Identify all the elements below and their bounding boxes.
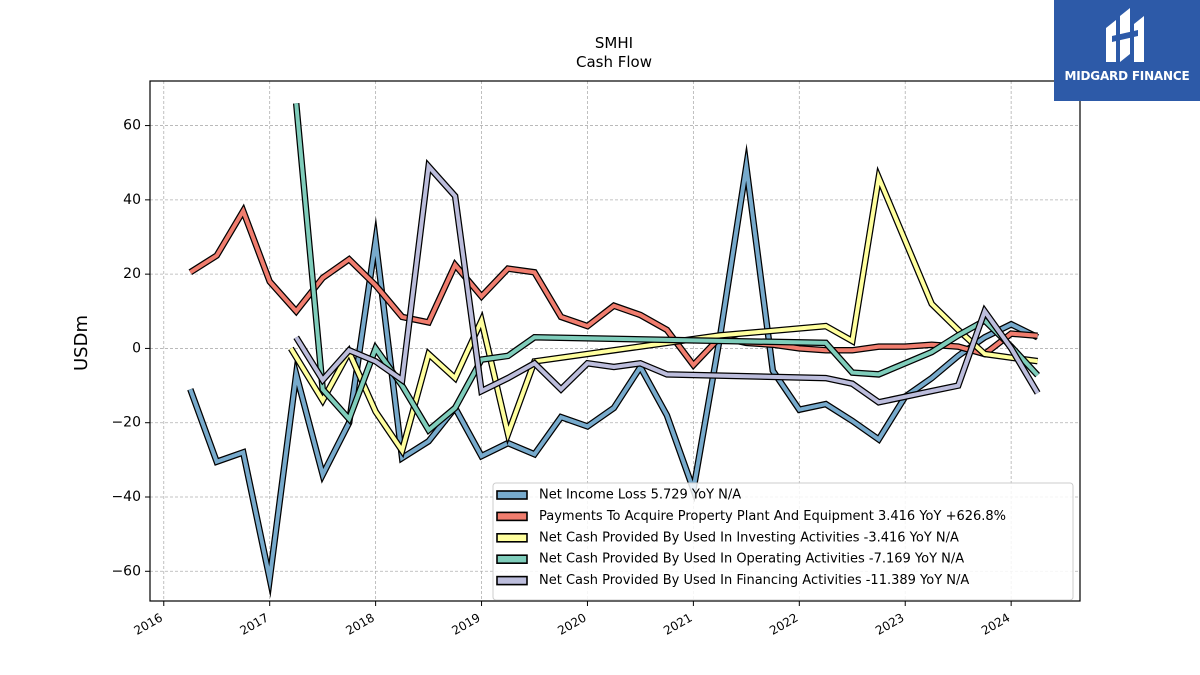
y-tick-label: 0 bbox=[132, 340, 141, 356]
x-tick-label: 2018 bbox=[343, 611, 376, 638]
logo-text: MIDGARD FINANCE bbox=[1064, 69, 1190, 83]
y-tick-label: 60 bbox=[123, 118, 141, 134]
midgard-logo: MIDGARD FINANCE bbox=[1054, 0, 1200, 101]
x-tick-label: 2019 bbox=[449, 611, 482, 638]
y-tick-label: 40 bbox=[123, 192, 141, 208]
midgard-logo-icon bbox=[1106, 8, 1144, 62]
legend-label-2: Net Cash Provided By Used In Investing A… bbox=[539, 530, 959, 545]
series-line-0 bbox=[188, 152, 1039, 591]
legend: Net Income Loss 5.729 YoY N/A Payments To… bbox=[492, 482, 1074, 601]
series-line-4 bbox=[294, 161, 1040, 405]
x-tick-label: 2020 bbox=[555, 611, 588, 638]
series-line-1 bbox=[189, 206, 1038, 369]
x-tick-label: 2022 bbox=[767, 611, 800, 638]
series-layer bbox=[187, 103, 1041, 599]
chart-title: SMHI bbox=[595, 34, 633, 52]
x-tick-label: 2016 bbox=[132, 611, 165, 638]
legend-swatch-1 bbox=[496, 511, 528, 522]
legend-swatch-2 bbox=[496, 532, 528, 543]
legend-label-1: Payments To Acquire Property Plant And E… bbox=[539, 509, 1006, 524]
legend-box bbox=[492, 482, 1074, 601]
legend-label-4: Net Cash Provided By Used In Financing A… bbox=[539, 573, 969, 588]
plot-frame bbox=[149, 80, 1081, 602]
x-tick-label: 2021 bbox=[661, 611, 694, 638]
legend-label-0: Net Income Loss 5.729 YoY N/A bbox=[539, 488, 741, 503]
legend-swatch-3 bbox=[496, 554, 528, 565]
y-axis-label: USDm bbox=[71, 315, 92, 371]
legend-swatch-4 bbox=[496, 575, 528, 586]
legend-label-3: Net Cash Provided By Used In Operating A… bbox=[539, 552, 964, 567]
x-tick-label: 2024 bbox=[979, 611, 1012, 638]
x-tick-label: 2017 bbox=[237, 611, 270, 638]
legend-swatch-0 bbox=[496, 490, 528, 500]
y-tick-label: 20 bbox=[123, 266, 141, 282]
series-line-3 bbox=[294, 103, 1040, 434]
x-tick-label: 2023 bbox=[873, 611, 906, 638]
y-tick-label: −60 bbox=[111, 563, 141, 579]
y-tick-label: −40 bbox=[111, 489, 141, 505]
y-tick-label: −20 bbox=[111, 415, 141, 431]
chart-subtitle: Cash Flow bbox=[576, 53, 652, 71]
series-line-2 bbox=[289, 170, 1038, 456]
